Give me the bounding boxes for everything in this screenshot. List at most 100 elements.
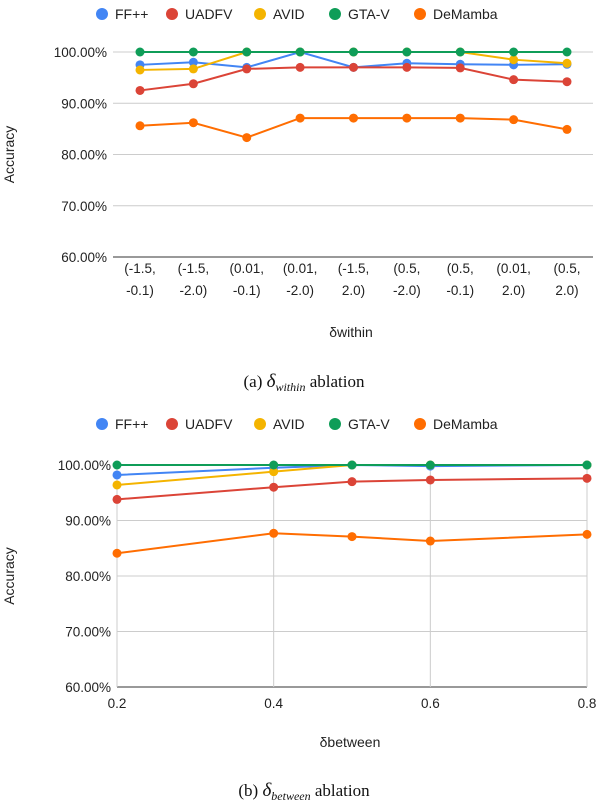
x-tick-label-line: -0.1) <box>233 283 261 298</box>
data-point <box>112 494 122 504</box>
x-tick-label-line: -0.1) <box>126 283 154 298</box>
caption-suffix: ablation <box>311 781 371 800</box>
y-tick-label: 80.00% <box>65 569 111 584</box>
legend-item-avid: AVID <box>254 6 305 22</box>
data-point <box>269 467 279 477</box>
caption-prefix: (a) <box>244 372 267 391</box>
data-point <box>455 63 465 73</box>
x-tick-label: 0.4 <box>264 696 283 711</box>
data-point <box>188 79 198 89</box>
data-point <box>135 85 145 95</box>
data-point <box>562 58 572 68</box>
x-tick-label: (-1.5, 2.0) <box>338 261 370 298</box>
x-tick-label-line: (-1.5, <box>338 261 370 276</box>
data-point <box>455 47 465 57</box>
x-tick-label-line: (0.5, <box>553 261 580 276</box>
series-gta-v <box>135 47 572 57</box>
y-tick-label: 100.00% <box>58 458 111 473</box>
legend-item-demamba: DeMamba <box>414 416 498 432</box>
y-tick-label: 70.00% <box>61 199 107 214</box>
y-axis-label: Accuracy <box>1 126 17 184</box>
data-point <box>562 47 572 57</box>
x-tick-label-line: (-1.5, <box>124 261 156 276</box>
x-tick-label: (-1.5, -0.1) <box>124 261 156 298</box>
caption-suffix: ablation <box>305 372 365 391</box>
x-tick-label-line: (0.01, <box>283 261 318 276</box>
data-point <box>582 529 592 539</box>
x-tick-label: (0.5, -2.0) <box>393 261 421 298</box>
x-tick-label: 0.6 <box>421 696 440 711</box>
legend-item-uadfv: UADFV <box>166 416 233 432</box>
legend-label: UADFV <box>185 6 233 22</box>
x-tick-label-line: (0.5, <box>393 261 420 276</box>
data-point <box>188 57 198 67</box>
data-point <box>269 460 279 470</box>
data-point <box>455 113 465 123</box>
legend-label: AVID <box>273 6 305 22</box>
series-gta-v <box>112 460 592 470</box>
x-tick-label-line: -2.0) <box>286 283 314 298</box>
data-point <box>347 532 357 542</box>
legend-marker <box>329 418 341 430</box>
x-tick-label: 0.8 <box>578 696 597 711</box>
x-tick-label: (0.01, -0.1) <box>229 261 264 298</box>
x-tick-label-line: (-1.5, <box>178 261 210 276</box>
x-tick-label-line: (0.01, <box>229 261 264 276</box>
x-tick-label-line: (0.01, <box>496 261 531 276</box>
x-tick-label-line: -0.1) <box>446 283 474 298</box>
data-point <box>509 55 519 65</box>
caption-delta: δ <box>262 780 272 801</box>
y-tick-label: 90.00% <box>65 514 111 529</box>
legend-label: AVID <box>273 416 305 432</box>
x-axis-label: δwithin <box>329 324 373 340</box>
data-point <box>509 115 519 125</box>
caption-delta: δ <box>267 371 277 392</box>
data-point <box>349 62 358 72</box>
data-point <box>295 62 305 72</box>
x-tick-label-line: -2.0) <box>179 283 207 298</box>
x-tick-label: (-1.5, -2.0) <box>178 261 210 298</box>
legend-marker <box>166 418 178 430</box>
data-point <box>112 460 122 470</box>
legend-marker <box>329 8 341 20</box>
y-tick-label: 70.00% <box>65 625 111 640</box>
legend-item-gta-v: GTA-V <box>329 6 390 22</box>
legend-marker <box>96 418 108 430</box>
legend-item-ff-: FF++ <box>96 6 148 22</box>
y-tick-label: 60.00% <box>65 680 111 695</box>
data-point <box>402 47 412 57</box>
series-uadfv <box>135 62 572 95</box>
legend-item-uadfv: UADFV <box>166 6 233 22</box>
caption-subscript: between <box>271 789 310 803</box>
data-point <box>347 477 357 487</box>
data-point <box>349 47 358 57</box>
legend-label: GTA-V <box>348 416 390 432</box>
x-axis-label: δbetween <box>320 734 381 750</box>
y-tick-label: 60.00% <box>61 250 107 265</box>
data-point <box>188 118 198 128</box>
legend-label: DeMamba <box>433 6 498 22</box>
legend-item-ff-: FF++ <box>96 416 148 432</box>
data-point <box>269 528 279 538</box>
data-point <box>135 121 145 131</box>
x-tick-label-line: 2.0) <box>555 283 578 298</box>
series-uadfv <box>112 473 592 504</box>
data-point <box>188 47 198 57</box>
data-point <box>425 536 435 546</box>
data-point <box>509 75 519 85</box>
data-point <box>425 460 435 470</box>
data-point <box>188 64 198 74</box>
chart-b: FF++ UADFV AVID GTA-V DeMamba 60.00% 70.00% 80.… <box>1 416 596 803</box>
data-point <box>295 47 305 57</box>
legend-label: FF++ <box>115 416 148 432</box>
legend: FF++ UADFV AVID GTA-V DeMamba <box>96 6 498 22</box>
legend-item-gta-v: GTA-V <box>329 416 390 432</box>
legend-marker <box>414 418 426 430</box>
x-tick-label: (0.5, -0.1) <box>446 261 474 298</box>
data-point <box>349 113 358 123</box>
y-axis-label: Accuracy <box>1 547 17 605</box>
data-point <box>242 64 252 74</box>
legend-item-avid: AVID <box>254 416 305 432</box>
legend-marker <box>254 418 266 430</box>
x-tick-label-line: (0.5, <box>447 261 474 276</box>
